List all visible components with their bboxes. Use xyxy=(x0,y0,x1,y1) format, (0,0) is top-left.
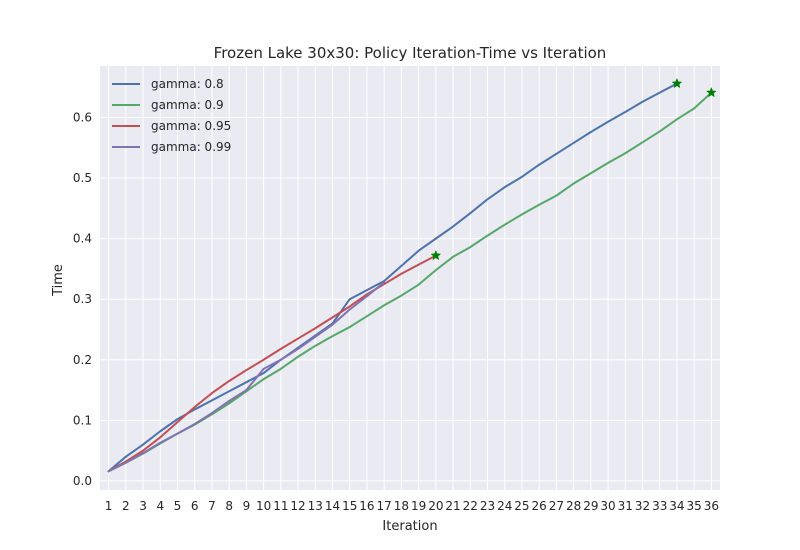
x-tick-label: 20 xyxy=(428,499,443,513)
legend: gamma: 0.8 gamma: 0.9 gamma: 0.95 gamma: 0.… xyxy=(112,77,231,154)
x-tick-label: 16 xyxy=(359,499,374,513)
x-tick-label: 6 xyxy=(191,499,199,513)
x-tick-label: 19 xyxy=(411,499,426,513)
series-lines xyxy=(107,82,713,473)
x-tick-label: 22 xyxy=(463,499,478,513)
x-tick-label: 24 xyxy=(497,499,512,513)
legend-label-1: gamma: 0.9 xyxy=(151,98,224,112)
x-tick-label: 34 xyxy=(669,499,684,513)
legend-label-0: gamma: 0.8 xyxy=(151,77,224,91)
x-tick-label: 11 xyxy=(273,499,288,513)
x-tick-label: 17 xyxy=(377,499,392,513)
x-tick-label: 31 xyxy=(618,499,633,513)
x-tick-label: 7 xyxy=(208,499,216,513)
x-tick-label: 23 xyxy=(480,499,495,513)
x-tick-label: 32 xyxy=(635,499,650,513)
series-line-0 xyxy=(107,82,678,473)
x-tick-label: 5 xyxy=(174,499,182,513)
x-tick-label: 36 xyxy=(704,499,719,513)
y-tick-labels: 0.0 0.1 0.2 0.3 0.4 0.5 0.6 xyxy=(73,110,92,487)
x-tick-label: 27 xyxy=(549,499,564,513)
legend-label-3: gamma: 0.99 xyxy=(151,140,231,154)
x-tick-label: 15 xyxy=(342,499,357,513)
x-tick-label: 4 xyxy=(156,499,164,513)
grid xyxy=(100,66,720,490)
y-tick-label: 0.2 xyxy=(73,353,92,367)
legend-label-2: gamma: 0.95 xyxy=(151,119,231,133)
x-tick-label: 2 xyxy=(122,499,130,513)
x-tick-label: 14 xyxy=(325,499,340,513)
x-tick-label: 30 xyxy=(600,499,615,513)
x-tick-label: 25 xyxy=(514,499,529,513)
x-tick-label: 9 xyxy=(243,499,251,513)
x-tick-label: 10 xyxy=(256,499,271,513)
y-tick-label: 0.6 xyxy=(73,110,92,124)
y-axis-label: Time xyxy=(51,264,66,297)
x-tick-label: 33 xyxy=(652,499,667,513)
x-tick-label: 21 xyxy=(445,499,460,513)
end-marker-star-1 xyxy=(705,86,717,98)
x-tick-label: 28 xyxy=(566,499,581,513)
x-tick-label: 3 xyxy=(139,499,147,513)
x-tick-label: 13 xyxy=(308,499,323,513)
x-tick-label: 8 xyxy=(225,499,233,513)
y-tick-label: 0.4 xyxy=(73,232,92,246)
y-tick-label: 0.0 xyxy=(73,474,92,488)
end-marker-star-0 xyxy=(671,77,683,89)
y-tick-label: 0.1 xyxy=(73,413,92,427)
x-tick-label: 1 xyxy=(105,499,113,513)
x-tick-label: 29 xyxy=(583,499,598,513)
x-tick-label: 18 xyxy=(394,499,409,513)
x-axis-label: Iteration xyxy=(382,519,437,534)
x-tick-label: 35 xyxy=(687,499,702,513)
y-tick-label: 0.5 xyxy=(73,171,92,185)
x-tick-label: 12 xyxy=(290,499,305,513)
chart-title: Frozen Lake 30x30: Policy Iteration-Time… xyxy=(214,44,607,62)
y-tick-label: 0.3 xyxy=(73,292,92,306)
series-line-3 xyxy=(107,281,386,473)
x-tick-labels: 1 2 3 4 5 6 7 8 9 10 11 12 13 14 15 16 17 18 19 20 21 22 23 24 2… xyxy=(105,499,719,513)
end-markers xyxy=(430,77,717,261)
end-marker-star-2 xyxy=(430,249,442,261)
x-tick-label: 26 xyxy=(532,499,547,513)
